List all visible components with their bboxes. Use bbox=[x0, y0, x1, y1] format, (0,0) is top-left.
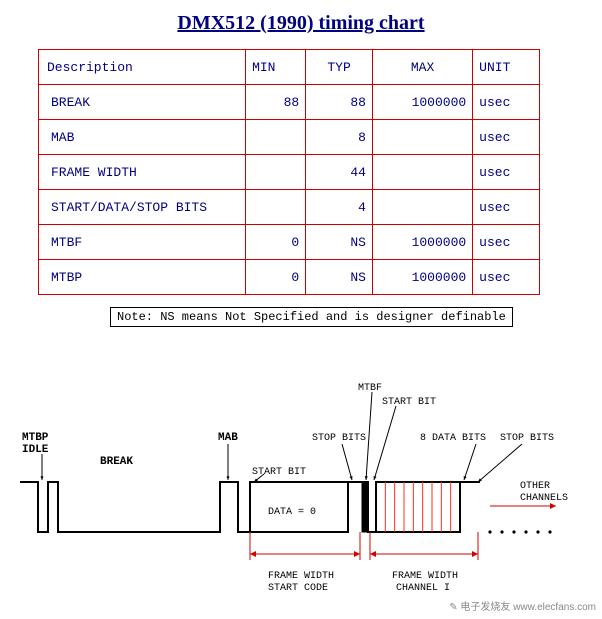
page-title: DMX512 (1990) timing chart bbox=[0, 0, 602, 35]
arrowhead-icon bbox=[472, 551, 478, 557]
cell-max: 1000000 bbox=[372, 225, 472, 260]
label-data0: DATA = 0 bbox=[268, 507, 316, 518]
cell-desc: FRAME WIDTH bbox=[39, 155, 246, 190]
table-header-row: Description MIN TYP MAX UNIT bbox=[39, 50, 540, 85]
cell-max bbox=[372, 120, 472, 155]
timing-diagram: MTBPIDLEBREAKMABMTBFSTART BITSTOP BITSST… bbox=[0, 382, 602, 602]
continuation-dot bbox=[512, 530, 515, 533]
arrowhead-icon bbox=[350, 476, 353, 480]
label-frame-width-1: FRAME WIDTH bbox=[268, 571, 334, 582]
note-text: Note: NS means Not Specified and is desi… bbox=[110, 307, 513, 327]
cell-typ: NS bbox=[306, 225, 373, 260]
label-channel-i: CHANNEL I bbox=[396, 583, 450, 594]
watermark: ✎ 电子发烧友 www.elecfans.com bbox=[449, 598, 596, 613]
col-header-max: MAX bbox=[372, 50, 472, 85]
label-break: BREAK bbox=[100, 456, 133, 468]
label-idle: IDLE bbox=[22, 444, 49, 456]
cell-desc: MTBF bbox=[39, 225, 246, 260]
col-header-min: MIN bbox=[246, 50, 306, 85]
cell-unit: usec bbox=[473, 85, 540, 120]
arrowhead-icon bbox=[365, 476, 368, 480]
cell-unit: usec bbox=[473, 155, 540, 190]
cell-max: 1000000 bbox=[372, 260, 472, 295]
col-header-unit: UNIT bbox=[473, 50, 540, 85]
note-wrap: Note: NS means Not Specified and is desi… bbox=[110, 307, 602, 327]
pointer-line bbox=[464, 444, 476, 480]
continuation-dot bbox=[488, 530, 491, 533]
cell-typ: 8 bbox=[306, 120, 373, 155]
cell-typ: 44 bbox=[306, 155, 373, 190]
table-row: START/DATA/STOP BITS 4 usec bbox=[39, 190, 540, 225]
table-row: MTBP0NS1000000usec bbox=[39, 260, 540, 295]
cell-min bbox=[246, 120, 306, 155]
data-bits-box bbox=[376, 482, 460, 532]
arrowhead-icon bbox=[354, 551, 360, 557]
arrowhead-icon bbox=[464, 476, 467, 480]
col-header-typ: TYP bbox=[306, 50, 373, 85]
mtbf-block bbox=[362, 482, 368, 532]
continuation-dot bbox=[524, 530, 527, 533]
cell-max bbox=[372, 190, 472, 225]
cell-desc: MAB bbox=[39, 120, 246, 155]
cell-typ: NS bbox=[306, 260, 373, 295]
label-start-code: START CODE bbox=[268, 583, 328, 594]
label-other-channels-2: CHANNELS bbox=[520, 493, 568, 504]
arrowhead-icon bbox=[226, 476, 229, 480]
arrowhead-icon bbox=[40, 476, 43, 480]
cell-max bbox=[372, 155, 472, 190]
cell-desc: MTBP bbox=[39, 260, 246, 295]
cell-max: 1000000 bbox=[372, 85, 472, 120]
label-stop-bits-right: STOP BITS bbox=[500, 433, 554, 444]
pointer-line bbox=[374, 406, 396, 480]
label-mab: MAB bbox=[218, 432, 238, 444]
pointer-line bbox=[478, 444, 522, 482]
cell-desc: BREAK bbox=[39, 85, 246, 120]
arrowhead-icon bbox=[374, 476, 377, 480]
arrowhead-icon bbox=[250, 551, 256, 557]
cell-min: 88 bbox=[246, 85, 306, 120]
cell-typ: 4 bbox=[306, 190, 373, 225]
label-start-bit-low: START BIT bbox=[252, 467, 306, 478]
pointer-line bbox=[366, 392, 372, 480]
cell-min bbox=[246, 190, 306, 225]
cell-unit: usec bbox=[473, 260, 540, 295]
logo-icon: ✎ bbox=[449, 602, 457, 613]
cell-min: 0 bbox=[246, 225, 306, 260]
table-row: MTBF0NS1000000usec bbox=[39, 225, 540, 260]
pointer-line bbox=[342, 444, 352, 480]
cell-min: 0 bbox=[246, 260, 306, 295]
label-frame-width-2: FRAME WIDTH bbox=[392, 571, 458, 582]
table-row: BREAK88881000000usec bbox=[39, 85, 540, 120]
cell-unit: usec bbox=[473, 190, 540, 225]
cell-typ: 88 bbox=[306, 85, 373, 120]
label-8-data-bits: 8 DATA BITS bbox=[420, 433, 486, 444]
table-row: MAB 8 usec bbox=[39, 120, 540, 155]
cell-min bbox=[246, 155, 306, 190]
cell-unit: usec bbox=[473, 225, 540, 260]
timing-table: Description MIN TYP MAX UNIT BREAK888810… bbox=[38, 49, 540, 295]
continuation-dot bbox=[536, 530, 539, 533]
col-header-description: Description bbox=[39, 50, 246, 85]
label-stop-bits-mid: STOP BITS bbox=[312, 433, 366, 444]
label-other-channels: OTHER bbox=[520, 481, 550, 492]
label-start-bit-top: START BIT bbox=[382, 397, 436, 408]
label-mtbp: MTBP bbox=[22, 432, 49, 444]
cell-desc: START/DATA/STOP BITS bbox=[39, 190, 246, 225]
timing-table-wrap: Description MIN TYP MAX UNIT BREAK888810… bbox=[38, 49, 540, 295]
arrowhead-icon bbox=[370, 551, 376, 557]
table-row: FRAME WIDTH 44 usec bbox=[39, 155, 540, 190]
watermark-text: 电子发烧友 www.elecfans.com bbox=[460, 602, 596, 613]
cell-unit: usec bbox=[473, 120, 540, 155]
label-mtbf: MTBF bbox=[358, 383, 382, 394]
continuation-dot bbox=[548, 530, 551, 533]
continuation-dot bbox=[500, 530, 503, 533]
